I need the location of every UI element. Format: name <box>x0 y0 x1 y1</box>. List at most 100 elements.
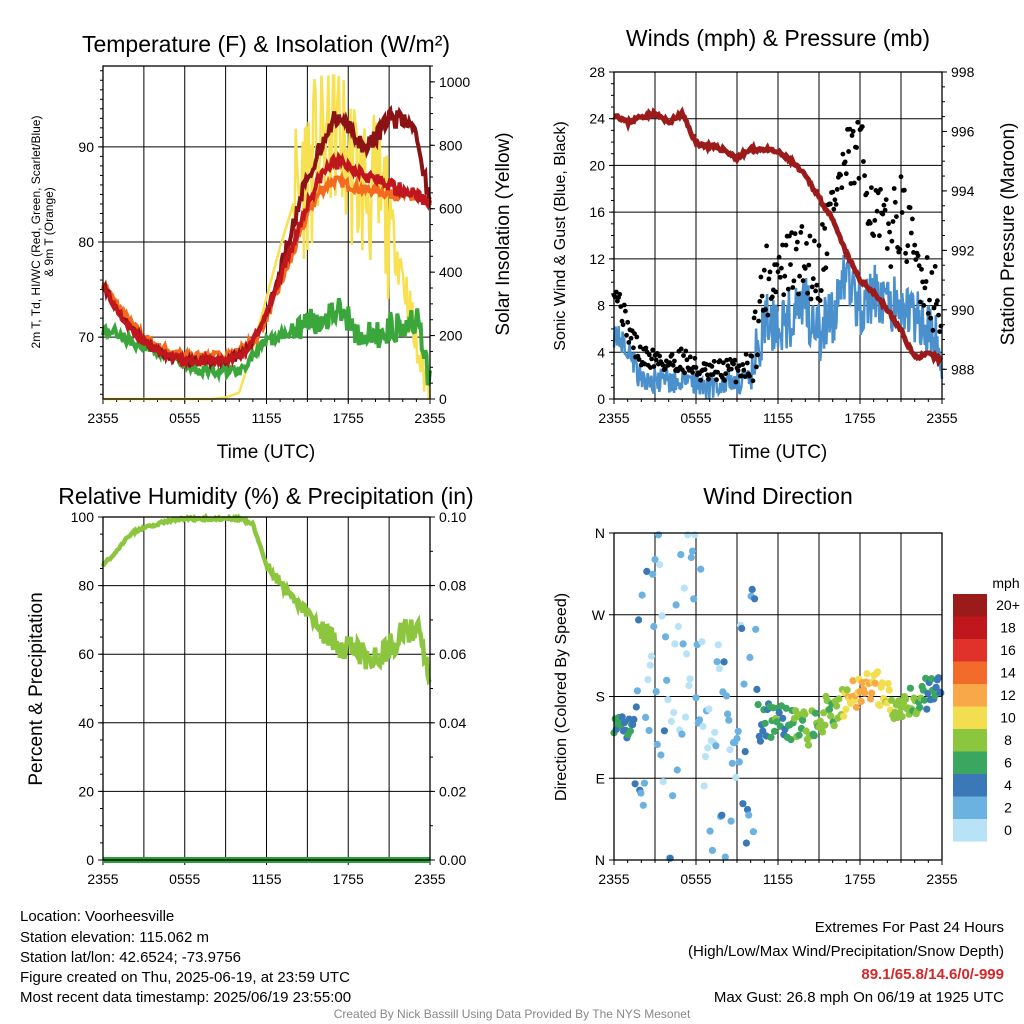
wind-direction-point <box>686 675 694 683</box>
wind-direction-point <box>866 695 875 703</box>
rh-xtick-label-4: 2355 <box>414 871 445 887</box>
wind-direction-point <box>630 715 638 724</box>
wind-direction-point <box>741 748 749 756</box>
wind-direction-point <box>906 684 915 692</box>
gust-point <box>800 278 806 284</box>
rh-ytick-label-1: 20 <box>78 783 94 799</box>
wind-direction-point <box>645 726 653 735</box>
wind-ytick-label-5: 20 <box>589 157 605 173</box>
gust-point <box>788 262 793 267</box>
wind-direction-point <box>770 727 779 735</box>
gust-point <box>874 208 880 214</box>
gust-point <box>888 264 894 269</box>
wind-direction-point <box>714 641 722 649</box>
gust-point <box>810 276 816 282</box>
wind-direction-point <box>700 782 708 790</box>
gust-point <box>690 370 695 375</box>
dir-xtick-label-2: 1155 <box>763 871 793 887</box>
dir-ytick-label-1: E <box>596 770 605 786</box>
gust-point <box>928 315 933 321</box>
temperature-2m-line <box>101 151 432 371</box>
gust-point <box>776 254 782 260</box>
gust-point <box>747 373 752 379</box>
wind-direction-point <box>876 701 884 710</box>
wind-direction-point <box>840 712 848 720</box>
wind-direction-point <box>680 584 688 592</box>
gust-point <box>861 159 866 164</box>
temp-x-axis-label: Time (UTC) <box>217 442 316 463</box>
gust-point <box>894 214 899 220</box>
station-pressure-line <box>612 106 944 368</box>
wind-direction-point <box>934 674 943 682</box>
temp-yrtick-label-4: 800 <box>439 137 463 153</box>
wind-ytick-label-1: 4 <box>597 344 605 360</box>
gust-point <box>832 197 838 203</box>
rh-xtick-label-0: 2355 <box>87 871 118 887</box>
rh-ytick-label-4: 80 <box>78 578 94 594</box>
credit-text: Created By Nick Bassill Using Data Provi… <box>333 1007 691 1021</box>
colorbar-label-8: 4 <box>1004 777 1012 793</box>
wind-direction-point <box>618 713 626 721</box>
gust-point <box>792 231 798 237</box>
wind-direction-point <box>746 653 754 662</box>
wind-direction-point <box>874 668 882 676</box>
colorbar-label-3: 14 <box>1000 665 1016 681</box>
gust-point <box>653 357 659 363</box>
wind-direction-point <box>752 625 760 633</box>
wind-direction-point <box>868 689 876 697</box>
gust-point <box>833 202 839 207</box>
wind-direction-point <box>923 705 931 713</box>
rh-xtick-label-3: 1755 <box>333 871 364 887</box>
gust-point <box>806 262 812 268</box>
wind-direction-point <box>706 827 714 835</box>
wind-direction-point <box>756 737 765 745</box>
gust-point <box>818 288 824 293</box>
gust-point <box>756 318 761 324</box>
wind-direction-point <box>734 727 742 735</box>
wind-ytick-label-0: 0 <box>597 391 605 407</box>
wind-direction-point <box>888 696 896 704</box>
gust-point <box>799 224 805 229</box>
wind-x-axis-label: Time (UTC) <box>729 442 828 463</box>
rh-ytick-label-3: 60 <box>78 646 94 662</box>
gust-point <box>921 303 927 308</box>
gust-point <box>626 340 632 345</box>
gust-point <box>743 351 749 357</box>
gust-point <box>684 357 690 363</box>
gust-point <box>670 362 676 368</box>
gust-point <box>698 377 703 383</box>
wind-ytick-label-4: 16 <box>589 204 605 220</box>
wind-direction-point <box>726 746 734 754</box>
wind-direction-point <box>735 758 743 766</box>
gust-point <box>824 251 830 257</box>
wind-direction-point <box>720 658 728 666</box>
gust-point <box>678 346 684 352</box>
rh-yrtick-label-1: 0.02 <box>439 783 466 799</box>
gust-point <box>908 230 914 236</box>
gust-point <box>875 190 881 196</box>
wind-direction-point <box>639 801 647 809</box>
wind-direction-point <box>672 601 680 609</box>
colorbar-swatch-4 <box>953 684 987 707</box>
gust-point <box>715 369 720 375</box>
temp-panel-title: Temperature (F) & Insolation (W/m²) <box>82 31 450 57</box>
gust-point <box>785 286 791 292</box>
wind-direction-point <box>651 555 659 564</box>
gust-point <box>849 133 855 138</box>
wind-direction-point <box>825 705 834 714</box>
wind-direction-point <box>663 676 671 684</box>
wind-direction-point <box>677 551 685 559</box>
wind-yrtick-label-5: 998 <box>951 64 975 80</box>
wind-xtick-label-4: 2355 <box>926 410 957 426</box>
wind-direction-point <box>871 679 879 687</box>
gust-point <box>813 288 818 294</box>
latlon-text: Station lat/lon: 42.6524; -73.9756 <box>20 949 242 966</box>
wind-yrtick-label-2: 992 <box>951 242 975 258</box>
gust-point <box>907 205 913 211</box>
wind-direction-point <box>830 722 838 730</box>
gust-point <box>842 159 848 165</box>
gust-point <box>731 361 736 367</box>
gust-point <box>657 353 662 359</box>
gust-point <box>766 276 772 282</box>
rh-yrtick-label-2: 0.04 <box>439 715 466 731</box>
